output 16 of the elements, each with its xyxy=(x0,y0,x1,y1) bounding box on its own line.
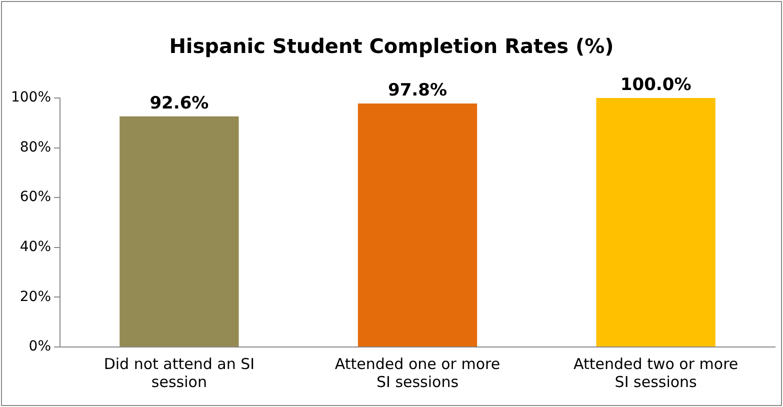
data-label: 92.6% xyxy=(150,93,209,114)
y-tick-label: 100% xyxy=(10,90,52,106)
x-tick-label: Attended one or more SI sessions xyxy=(334,354,500,391)
data-label: 100.0% xyxy=(620,74,692,95)
y-tick-label: 40% xyxy=(20,239,52,256)
data-label: 97.8% xyxy=(388,80,448,100)
y-tick-label: 60% xyxy=(20,189,52,206)
x-tick-label: Attended two or more SI sessions xyxy=(574,354,738,391)
y-tick-label: 80% xyxy=(20,139,52,156)
x-tick-label: Did not attend an SI session xyxy=(104,354,255,391)
chart-title: Hispanic Student Completion Rates (%) xyxy=(169,34,614,58)
bar xyxy=(120,116,239,346)
y-tick-label: 20% xyxy=(20,288,52,305)
bar xyxy=(358,103,478,346)
bar xyxy=(596,98,716,346)
y-tick-label: 0% xyxy=(28,338,52,355)
